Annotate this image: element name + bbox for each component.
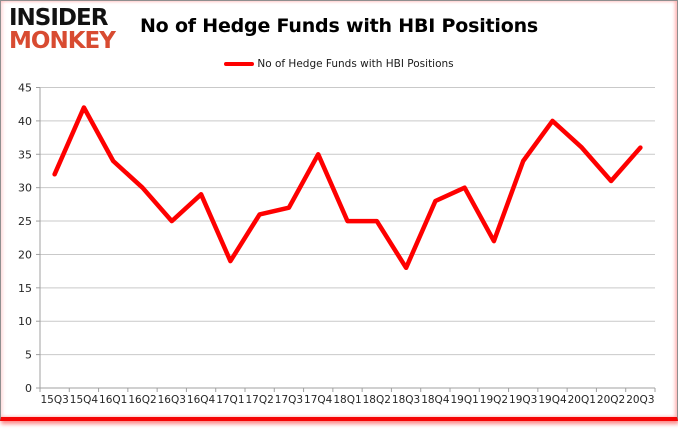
logo-insider-text: INSIDER (9, 5, 108, 31)
series-line (52, 105, 643, 271)
line-chart: 0 5 10 15 20 25 30 35 40 45 15Q3 15Q4 16Q1 16Q2 16Q3 16… (18, 82, 656, 406)
x-axis-label: 17Q3 (275, 394, 303, 406)
x-axis-label: 17Q1 (216, 394, 244, 406)
x-axis-label: 16Q2 (128, 394, 156, 406)
y-axis-label: 10 (18, 315, 32, 328)
x-axis-label: 16Q1 (99, 394, 127, 406)
x-axis-label: 17Q4 (304, 394, 333, 406)
x-axis-label: 18Q1 (333, 394, 361, 406)
x-axis-label: 18Q2 (363, 394, 391, 406)
x-axis-label: 20Q3 (626, 394, 654, 406)
y-axis-label: 45 (18, 82, 32, 95)
logo-monkey-text: MONKEY (9, 28, 116, 54)
y-axis-label: 25 (18, 215, 32, 228)
y-axis-label: 20 (18, 248, 32, 261)
x-axis-label: 19Q4 (538, 394, 567, 406)
legend: No of Hedge Funds with HBI Positions (0, 58, 678, 70)
x-axis-label: 20Q1 (568, 394, 596, 406)
y-axis-label: 5 (25, 349, 32, 362)
x-axis-label: 15Q4 (70, 394, 99, 406)
y-axis-label: 30 (18, 182, 32, 195)
x-axis-label: 17Q2 (245, 394, 273, 406)
chart-title: No of Hedge Funds with HBI Positions (139, 15, 539, 37)
legend-line-swatch (224, 61, 255, 67)
x-axis-label: 18Q3 (392, 394, 420, 406)
x-axis-label: 16Q3 (158, 394, 186, 406)
x-axis-label: 15Q3 (40, 394, 68, 406)
y-axis-label: 35 (18, 148, 32, 161)
x-axis-label: 16Q4 (187, 394, 216, 406)
widget-frame (0, 0, 678, 421)
x-axis-label: 19Q1 (450, 394, 478, 406)
y-axis-label: 40 (18, 115, 32, 128)
x-axis-label: 19Q2 (480, 394, 508, 406)
legend-label: No of Hedge Funds with HBI Positions (257, 58, 454, 70)
x-axis-label: 19Q3 (509, 394, 537, 406)
y-axis-label: 15 (18, 282, 32, 295)
x-axis-label: 18Q4 (421, 394, 450, 406)
x-axis-label: 20Q2 (597, 394, 625, 406)
y-axis-label: 0 (25, 382, 32, 395)
insider-monkey-logo: INSIDER MONKEY (9, 5, 116, 54)
